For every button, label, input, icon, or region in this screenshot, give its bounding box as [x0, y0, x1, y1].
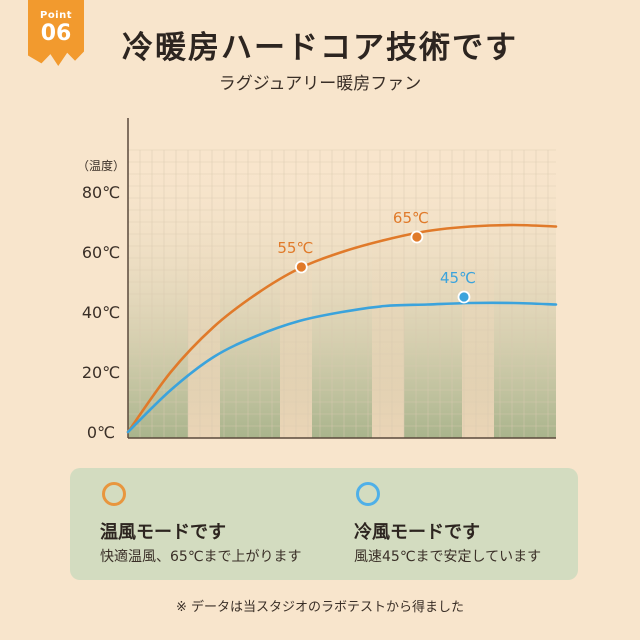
warm-mode-title: 温風モードです	[100, 522, 226, 543]
legend-panel	[70, 468, 578, 580]
data-point	[294, 260, 308, 274]
data-point	[410, 230, 424, 244]
plot-band	[188, 230, 220, 438]
data-point	[457, 290, 471, 304]
cool-mode-desc: 風速45℃まで安定しています	[354, 549, 542, 565]
series-line	[126, 301, 558, 434]
plot-band	[462, 230, 494, 438]
warm-mode-desc: 快適温風、65℃まで上がります	[100, 549, 302, 565]
data-label: 65℃	[393, 209, 429, 227]
y-unit-label: （温度）	[77, 158, 125, 173]
page-title: 冷暖房ハードコア技術です	[122, 30, 518, 66]
y-tick-label: 60℃	[82, 243, 120, 262]
point-badge: Point 06	[28, 0, 84, 66]
y-tick-label: 40℃	[82, 303, 120, 322]
cool-mode-ring-icon	[356, 482, 380, 506]
badge-number: 06	[40, 21, 72, 46]
y-tick-label: 0℃	[87, 423, 115, 442]
warm-mode-ring-icon	[102, 482, 126, 506]
data-label: 55℃	[277, 239, 313, 257]
data-label: 45℃	[440, 269, 476, 287]
footnote: ※ データは当スタジオのラボテストから得ました	[175, 600, 465, 615]
y-tick-label: 80℃	[82, 183, 120, 202]
plot-band	[372, 230, 404, 438]
series-line	[126, 223, 558, 434]
badge-label: Point	[39, 10, 73, 21]
cool-mode-title: 冷風モードです	[354, 522, 480, 543]
y-tick-label: 20℃	[82, 363, 120, 382]
page-subtitle: ラグジュアリー暖房ファン	[218, 74, 422, 94]
